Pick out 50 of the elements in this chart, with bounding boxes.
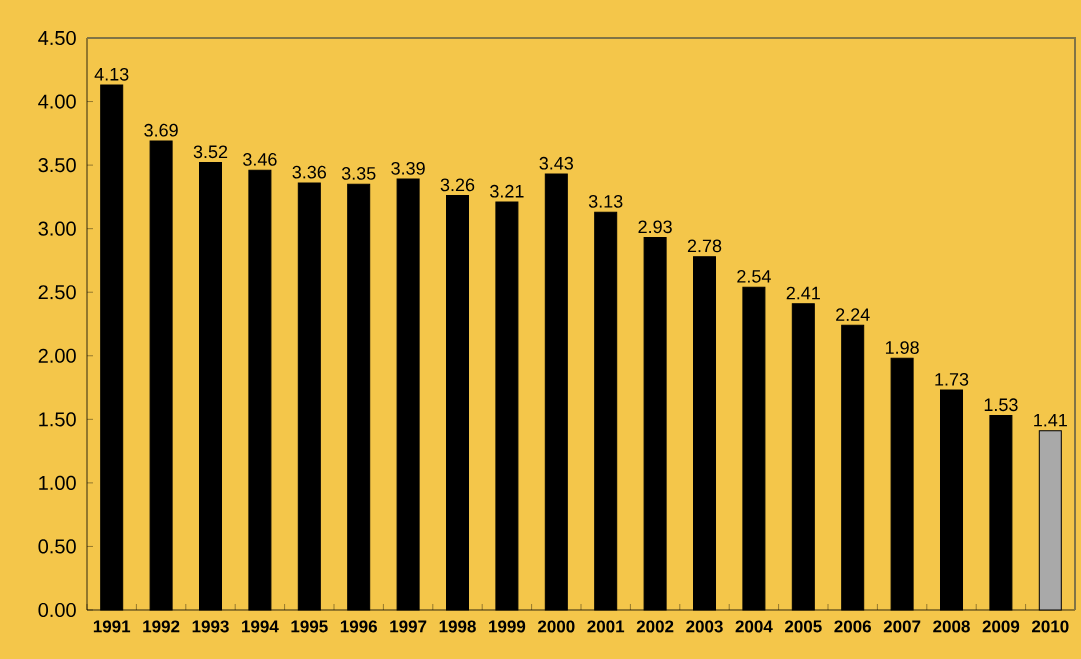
x-tick-label: 1992 [143,620,180,633]
data-label: 3.13 [588,194,623,208]
x-tick-label: 2000 [537,620,575,633]
data-label: 1.73 [935,372,969,386]
data-label: 3.26 [440,178,475,192]
x-tick-label: 2007 [883,620,921,633]
x-tick-label: 1995 [291,620,328,633]
y-tick-label: 0.00 [38,602,76,618]
y-tick-label: 2.00 [38,348,76,363]
x-tick-label: 1993 [192,620,229,633]
y-tick-label: 2.50 [38,285,76,300]
data-label: 2.78 [687,239,722,253]
data-label: 3.69 [144,123,178,137]
data-label: 2.93 [638,220,672,234]
y-tick-label: 0.50 [38,539,76,554]
data-label: 2.24 [836,308,870,321]
data-label: 3.39 [391,161,425,175]
x-tick-label: 2009 [982,620,1020,633]
data-label: 4.13 [94,67,129,81]
data-label: 3.36 [292,165,327,179]
data-label: 2.54 [737,269,771,283]
data-label: 3.52 [193,145,228,159]
x-tick-label: 2006 [834,620,871,633]
x-tick-label: 2003 [686,620,723,633]
x-tick-label: 1994 [242,620,279,633]
x-tick-label: 1991 [93,620,131,633]
data-label: 1.41 [1034,413,1067,427]
x-tick-label: 2004 [735,620,773,633]
x-tick-label: 1997 [390,620,427,633]
y-tick-label: 1.50 [39,412,76,427]
data-label: 3.35 [341,167,376,180]
x-tick-label: 2010 [1031,620,1069,633]
x-tick-label: 2005 [784,620,822,633]
data-label: 3.43 [539,156,574,170]
data-label: 3.21 [490,184,524,198]
y-tick-label: 3.00 [38,221,76,236]
x-tick-label: 2002 [636,620,674,633]
x-tick-label: 1996 [340,620,377,633]
x-tick-label: 2001 [587,620,625,633]
x-tick-label: 1998 [439,620,476,633]
y-tick-label: 4.50 [38,30,76,46]
y-tick-label: 1.00 [39,475,76,490]
data-label: 2.41 [786,286,820,300]
data-label: 1.53 [984,398,1018,412]
data-label: 3.46 [243,153,277,166]
y-tick-label: 4.00 [38,94,76,109]
x-tick-label: 2008 [933,620,970,633]
x-tick-label: 1999 [489,620,526,633]
y-tick-label: 3.50 [38,158,76,173]
data-label: 1.98 [885,341,919,354]
